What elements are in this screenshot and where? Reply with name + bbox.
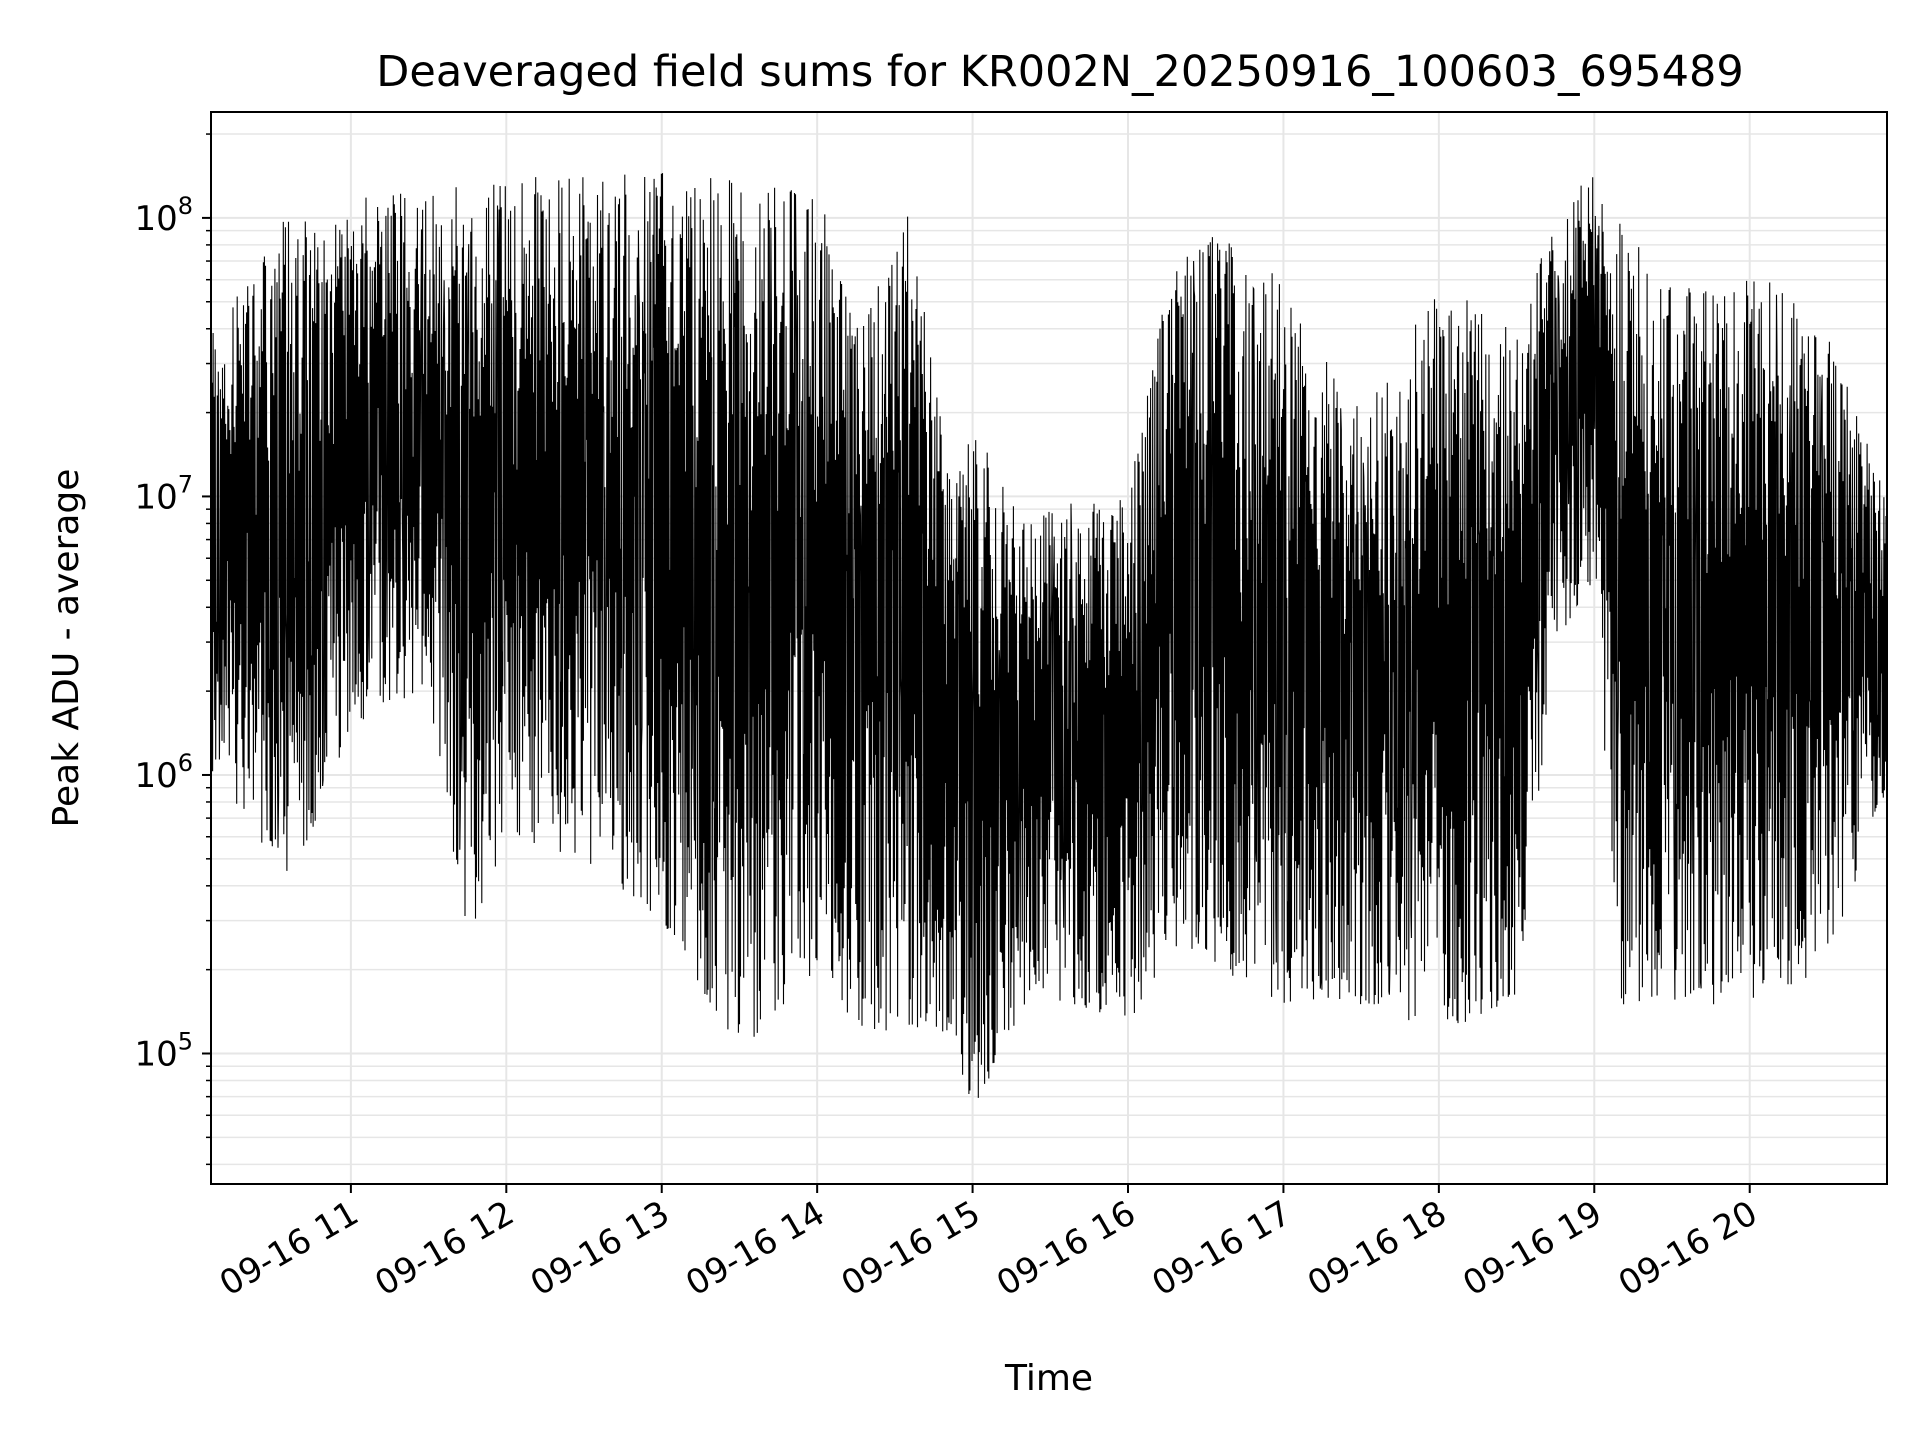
y-tick-label: 107: [134, 470, 193, 517]
y-tick-label: 108: [134, 192, 193, 239]
y-tick-label: 105: [134, 1028, 193, 1075]
chart-title: Deaveraged field sums for KR002N_2025091…: [376, 47, 1743, 97]
plot-area-frame: [210, 111, 1888, 1185]
y-tick-label: 106: [134, 749, 193, 796]
y-axis: 105 106 107 108: [134, 133, 211, 1166]
y-axis-label: Peak ADU - average: [46, 469, 87, 828]
x-axis-label: Time: [1004, 1358, 1093, 1399]
data-layer: [210, 173, 1888, 1098]
series-line: [210, 173, 1888, 1098]
